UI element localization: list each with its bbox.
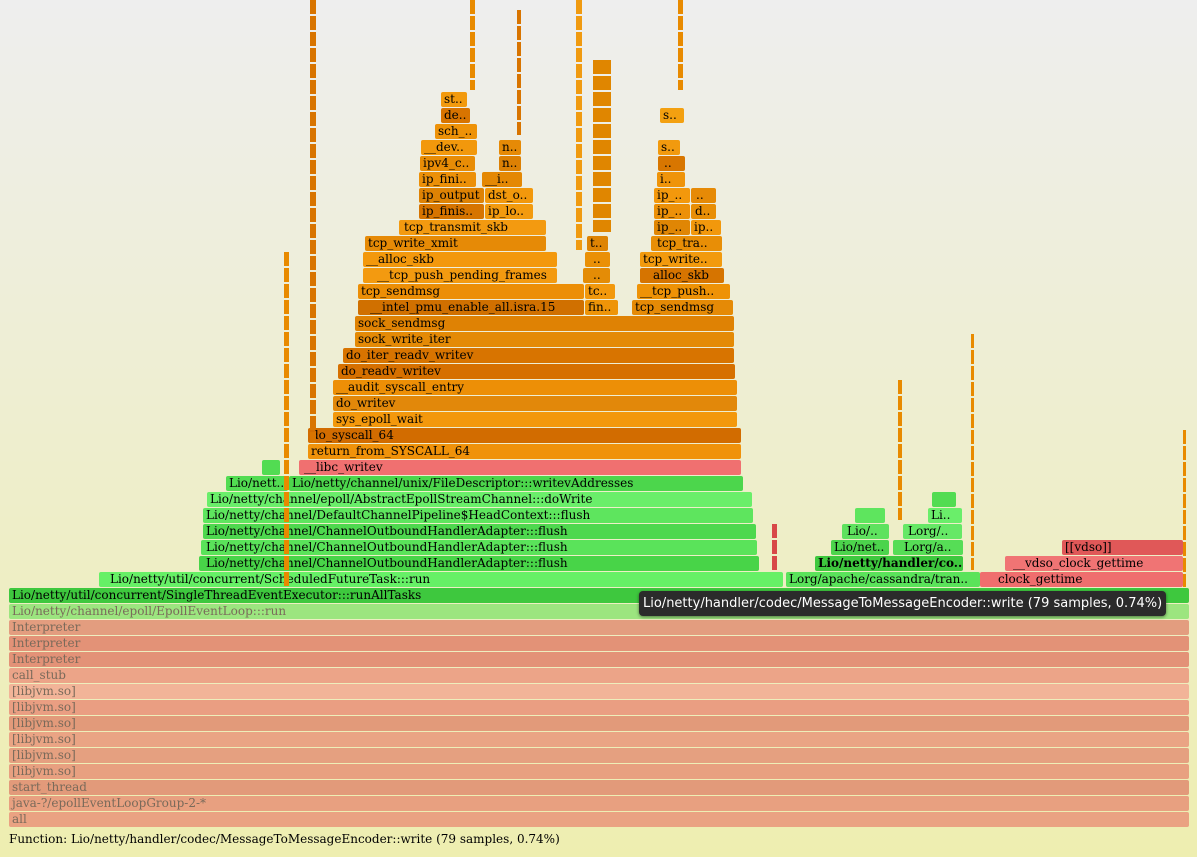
frame-sliver[interactable] xyxy=(576,0,582,250)
status-label: Function: xyxy=(9,832,68,846)
frame-sliver[interactable] xyxy=(517,10,521,135)
frame-li[interactable]: Li.. xyxy=(928,508,962,523)
frame-i[interactable]: i.. xyxy=(657,172,685,187)
frame-sliver[interactable] xyxy=(1183,430,1186,587)
frame-ip-output[interactable]: ip_output xyxy=(419,188,484,203)
frame-tcp-write-xmit[interactable]: tcp_write_xmit xyxy=(365,236,546,251)
frame-alloc-skb[interactable]: alloc_skb xyxy=(640,268,724,283)
frame-ip-lo[interactable]: ip_lo.. xyxy=(485,204,533,219)
frame-interpreter[interactable]: Interpreter xyxy=(9,636,1189,651)
frame-ip[interactable]: ip_.. xyxy=(654,220,690,235)
frame-lorg[interactable]: Lorg/.. xyxy=(903,524,962,539)
frame-libjvm[interactable]: [libjvm.so] xyxy=(9,684,1189,699)
frame-lio-nett[interactable]: Lio/nett.. xyxy=(226,476,288,491)
status-bar: Function: Lio/netty/handler/codec/Messag… xyxy=(9,832,560,846)
frame-sys-epoll-wait[interactable]: sys_epoll_wait xyxy=(333,412,737,427)
frame-dotdot[interactable]: .. xyxy=(585,252,610,267)
frame-s[interactable]: s.. xyxy=(660,108,684,123)
frame-do-syscall[interactable]: do_syscall_64 xyxy=(308,428,741,443)
frame-tcp-transmit-skb[interactable]: tcp_transmit_skb xyxy=(399,220,546,235)
frame-vdso[interactable]: [[vdso]] xyxy=(1062,540,1183,555)
frame-sliver[interactable] xyxy=(284,252,289,587)
frame-libjvm[interactable]: [libjvm.so] xyxy=(9,700,1189,715)
frame-audit-syscall-entry[interactable]: __audit_syscall_entry xyxy=(333,380,737,395)
frame-scheduled-future-task-run[interactable]: Lio/netty/util/concurrent/ScheduledFutur… xyxy=(99,572,783,587)
frame-tcp-push-pending-frames[interactable]: __tcp_push_pending_frames xyxy=(363,268,557,283)
frame-epoll-stream-dowrite[interactable]: Lio/netty/channel/epoll/AbstractEpollStr… xyxy=(207,492,752,507)
frame-libjvm[interactable]: [libjvm.so] xyxy=(9,764,1189,779)
frame-t[interactable]: t.. xyxy=(587,236,608,251)
frame-de[interactable]: de.. xyxy=(441,108,470,123)
frame-i-short[interactable]: __i.. xyxy=(482,172,522,187)
frame-dst-output[interactable]: dst_o.. xyxy=(485,188,533,203)
frame-sliver[interactable] xyxy=(593,60,611,232)
frame-cassandra-transport[interactable]: Lorg/apache/cassandra/tran.. xyxy=(786,572,980,587)
frame-do-writev[interactable]: do_writev xyxy=(333,396,737,411)
frame-sock-sendmsg[interactable]: sock_sendmsg xyxy=(355,316,734,331)
frame-head-context-flush[interactable]: Lio/netty/channel/DefaultChannelPipeline… xyxy=(203,508,753,523)
frame-sliver[interactable] xyxy=(932,492,956,507)
frame-s[interactable]: s.. xyxy=(658,140,680,155)
frame-ipv4-c[interactable]: ipv4_c.. xyxy=(420,156,475,171)
frame-tc[interactable]: tc.. xyxy=(585,284,615,299)
frame-libjvm[interactable]: [libjvm.so] xyxy=(9,732,1189,747)
frame-all[interactable]: all xyxy=(9,812,1189,827)
frame-return-from-syscall[interactable]: return_from_SYSCALL_64 xyxy=(308,444,741,459)
frame-n[interactable]: n.. xyxy=(499,156,521,171)
frame-lorg-a[interactable]: Lorg/a.. xyxy=(893,540,963,555)
frame-sliver[interactable] xyxy=(470,0,475,90)
frame-outbound-flush[interactable]: Lio/netty/channel/ChannelOutboundHandler… xyxy=(203,524,756,539)
frame-message-to-message-encoder[interactable]: Lio/netty/handler/co.. xyxy=(815,556,963,571)
frame-ip[interactable]: ip_.. xyxy=(654,204,690,219)
frame-interpreter[interactable]: Interpreter xyxy=(9,652,1189,667)
frame-tcp-tra[interactable]: tcp_tra.. xyxy=(651,236,722,251)
frame-ip-finish[interactable]: ip_finis.. xyxy=(419,204,484,219)
frame-call-stub[interactable]: call_stub xyxy=(9,668,1189,683)
frame-writev-addresses[interactable]: Lio/netty/channel/unix/FileDescriptor:::… xyxy=(289,476,743,491)
frame-ip-fini[interactable]: ip_fini.. xyxy=(419,172,476,187)
frame-lio-net[interactable]: Lio/net.. xyxy=(831,540,889,555)
frame-thread[interactable]: java-?/epollEventLoopGroup-2-* xyxy=(9,796,1189,811)
frame-intel-pmu-enable[interactable]: __intel_pmu_enable_all.isra.15 xyxy=(358,300,584,315)
frame-ip[interactable]: ip_.. xyxy=(654,188,690,203)
frame-outbound-flush[interactable]: Lio/netty/channel/ChannelOutboundHandler… xyxy=(201,540,757,555)
frame-sch[interactable]: sch_.. xyxy=(435,124,477,139)
frame-do-readv-writev[interactable]: do_readv_writev xyxy=(338,364,735,379)
frame-interpreter[interactable]: Interpreter xyxy=(9,620,1189,635)
frame-alloc-skb-internal[interactable]: __alloc_skb xyxy=(363,252,557,267)
frame-start-thread[interactable]: start_thread xyxy=(9,780,1189,795)
frame-lio[interactable]: Lio/.. xyxy=(842,524,889,539)
frame-ip-short[interactable]: ip.. xyxy=(691,220,721,235)
frame-dev[interactable]: __dev.. xyxy=(421,140,477,155)
frame-sliver[interactable] xyxy=(855,508,885,523)
frame-n[interactable]: n.. xyxy=(499,140,521,155)
frame-libjvm[interactable]: [libjvm.so] xyxy=(9,748,1189,763)
frame-tcp-sendmsg[interactable]: tcp_sendmsg xyxy=(358,284,584,299)
frame-dotdot[interactable]: .. xyxy=(691,188,716,203)
frame-tcp-push[interactable]: __tcp_push.. xyxy=(637,284,730,299)
frame-sliver[interactable] xyxy=(772,524,777,571)
frame-tooltip: Lio/netty/handler/codec/MessageToMessage… xyxy=(639,591,1167,616)
frame-sliver[interactable] xyxy=(678,0,683,90)
status-value: Lio/netty/handler/codec/MessageToMessage… xyxy=(71,832,560,846)
frame-sliver[interactable] xyxy=(310,0,316,443)
frame-sliver[interactable] xyxy=(262,460,280,475)
frame-tcp-sendmsg[interactable]: tcp_sendmsg xyxy=(632,300,733,315)
frame-do-iter-readv-writev[interactable]: do_iter_readv_writev xyxy=(343,348,734,363)
frame-dotdot[interactable]: .. xyxy=(583,268,610,283)
frame-d[interactable]: d.. xyxy=(691,204,716,219)
frame-outbound-flush[interactable]: Lio/netty/channel/ChannelOutboundHandler… xyxy=(199,556,759,571)
frame-st[interactable]: st.. xyxy=(441,92,467,107)
frame-libjvm[interactable]: [libjvm.so] xyxy=(9,716,1189,731)
frame-dotdot[interactable]: .. xyxy=(658,156,685,171)
frame-tcp-write[interactable]: tcp_write.. xyxy=(640,252,722,267)
frame-libc-writev[interactable]: __libc_writev xyxy=(299,460,741,475)
frame-sock-write-iter[interactable]: sock_write_iter xyxy=(355,332,734,347)
frame-sliver[interactable] xyxy=(971,334,974,570)
frame-vdso-clock-gettime[interactable]: __vdso_clock_gettime xyxy=(1005,556,1183,571)
frame-clock-gettime[interactable]: clock_gettime xyxy=(980,572,1183,587)
frame-fin[interactable]: fin.. xyxy=(585,300,618,315)
frame-sliver[interactable] xyxy=(898,380,902,520)
